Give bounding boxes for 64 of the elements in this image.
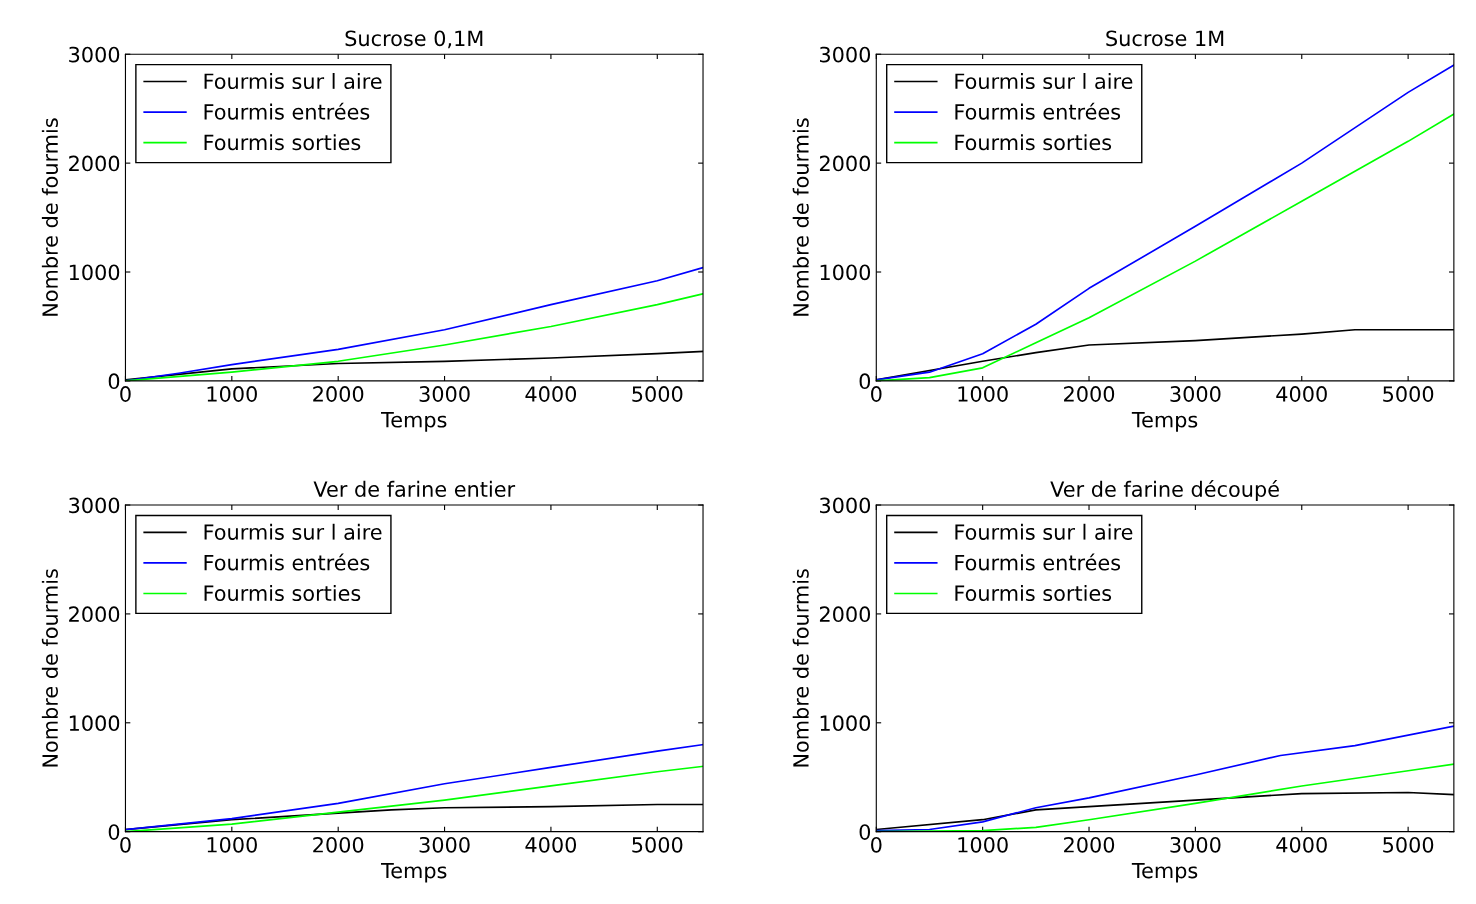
- x-tick-label: 4000: [1276, 836, 1327, 853]
- x-tick-label: 5000: [1383, 836, 1434, 853]
- x-tick-label: 2000: [1064, 836, 1115, 853]
- x-axis-title: Temps: [1131, 862, 1198, 883]
- y-tick-label: 0: [859, 824, 871, 840]
- legend-label: Fourmis sur l aire: [955, 72, 1133, 90]
- y-axis-title: Nombre de fourmis: [41, 118, 58, 316]
- y-tick-label: 2000: [69, 155, 120, 172]
- legend-label: Fourmis sorties: [955, 584, 1112, 602]
- x-tick-label: 2000: [1064, 386, 1115, 402]
- legend-label: Fourmis sorties: [955, 134, 1112, 151]
- y-tick-label: 1000: [69, 264, 120, 281]
- chart-title: Ver de farine découpé: [1050, 480, 1279, 502]
- x-tick-label: 1000: [958, 836, 1008, 853]
- x-tick-label: 4000: [1276, 386, 1327, 402]
- y-tick-label: 2000: [69, 606, 120, 623]
- x-tick-label: 0: [871, 836, 882, 853]
- x-tick-label: 4000: [525, 836, 577, 853]
- y-tick-label: 0: [108, 373, 120, 390]
- y-tick-label: 2000: [819, 155, 871, 172]
- x-axis-title: Temps: [1131, 412, 1198, 432]
- legend-label: Fourmis entrées: [955, 553, 1121, 571]
- legend-label: Fourmis sur l aire: [204, 523, 382, 540]
- x-axis-title: Temps: [380, 862, 447, 883]
- x-tick-label: 3000: [1170, 836, 1221, 853]
- legend-label: Fourmis sur l aire: [955, 523, 1133, 540]
- legend-label: Fourmis entrées: [204, 102, 370, 120]
- y-tick-label: 0: [108, 824, 120, 840]
- y-tick-label: 3000: [69, 497, 120, 514]
- x-tick-label: 5000: [632, 386, 683, 402]
- chart-title: Ver de farine entier: [313, 480, 516, 497]
- legend-label: Fourmis entrées: [204, 553, 370, 571]
- y-tick-label: 3000: [820, 497, 871, 514]
- x-tick-label: 4000: [525, 386, 577, 402]
- x-tick-label: 2000: [313, 836, 364, 853]
- y-tick-label: 3000: [69, 46, 120, 63]
- y-tick-label: 2000: [819, 606, 871, 623]
- x-tick-label: 3000: [419, 386, 470, 402]
- y-tick-label: 3000: [820, 46, 871, 63]
- legend-label: Fourmis sur l aire: [204, 72, 382, 90]
- legend-label: Fourmis sorties: [204, 584, 361, 602]
- chart-title: Sucrose 0,1M: [345, 30, 483, 49]
- x-tick-label: 3000: [1170, 386, 1221, 402]
- x-tick-label: 1000: [958, 386, 1008, 402]
- y-tick-label: 1000: [820, 264, 871, 281]
- y-tick-label: 1000: [69, 715, 120, 732]
- x-tick-label: 1000: [207, 386, 257, 402]
- x-tick-label: 5000: [632, 836, 683, 853]
- y-axis-title: Nombre de fourmis: [792, 569, 809, 767]
- x-tick-label: 0: [120, 386, 131, 402]
- x-tick-label: 0: [871, 386, 882, 402]
- x-tick-label: 3000: [419, 836, 470, 853]
- y-tick-label: 0: [859, 373, 871, 390]
- y-axis-title: Nombre de fourmis: [792, 118, 809, 316]
- y-axis-title: Nombre de fourmis: [41, 569, 58, 767]
- legend-label: Fourmis sorties: [204, 134, 361, 151]
- chart-title: Sucrose 1M: [1106, 30, 1224, 47]
- x-tick-label: 0: [120, 836, 131, 853]
- x-axis-title: Temps: [380, 412, 447, 432]
- y-tick-label: 1000: [820, 715, 871, 732]
- x-tick-label: 5000: [1383, 386, 1434, 402]
- x-tick-label: 1000: [207, 836, 257, 853]
- x-tick-label: 2000: [313, 386, 364, 402]
- legend-label: Fourmis entrées: [955, 102, 1121, 120]
